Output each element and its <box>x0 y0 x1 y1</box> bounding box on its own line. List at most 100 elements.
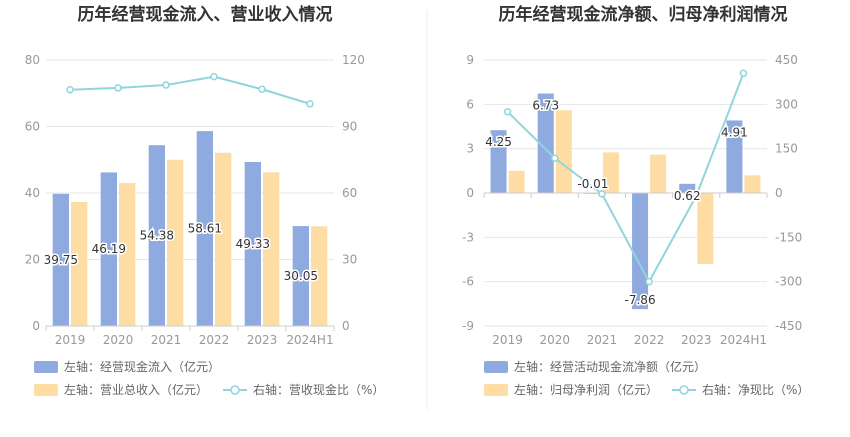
ratio-point <box>306 100 314 108</box>
right-axis-tick: 450 <box>775 53 798 67</box>
right-axis-tick: 150 <box>775 142 798 156</box>
left-axis-tick: 9 <box>466 53 474 67</box>
category-label: 2022 <box>634 333 665 347</box>
category-label: 2024H1 <box>720 333 767 347</box>
data-label: -0.01 <box>577 177 608 191</box>
category-label: 2020 <box>103 333 134 347</box>
bar-primary <box>632 193 649 310</box>
ratio-line <box>69 75 311 105</box>
legend-line-marker <box>679 385 689 395</box>
chart-title: 历年经营现金流净额、归母净利润情况 <box>499 4 788 25</box>
left-axis-tick: 3 <box>466 142 474 156</box>
data-label: 58.61 <box>188 222 222 236</box>
ratio-point <box>258 85 266 94</box>
category-label: 2023 <box>681 333 712 347</box>
data-label: 6.73 <box>532 99 559 113</box>
left-axis-tick: -9 <box>462 319 474 333</box>
bar-secondary <box>697 193 714 264</box>
right-axis-tick: -300 <box>775 275 802 289</box>
data-label: 30.05 <box>284 269 318 283</box>
category-label: 2021 <box>151 333 182 347</box>
right-axis-tick: 300 <box>775 97 798 111</box>
right-axis-tick: 90 <box>342 120 357 134</box>
right-axis-tick: 0 <box>775 186 783 200</box>
right-axis-tick: 120 <box>342 53 365 67</box>
left-axis-tick: 60 <box>25 120 40 134</box>
category-label: 2024H1 <box>286 333 333 347</box>
right-axis-tick: 60 <box>342 186 357 200</box>
bar-primary <box>292 226 309 326</box>
right-axis-tick: 30 <box>342 253 357 267</box>
bar-secondary <box>311 226 328 326</box>
ratio-point <box>210 72 218 81</box>
chart-2: 历年经营现金流净额、归母净利润情况 -9 -6 -3 0 3 6 9 -450 -300 -150 0… <box>462 4 809 397</box>
category-label: 2020 <box>539 333 570 347</box>
category-label: 2021 <box>587 333 618 347</box>
bar-secondary <box>215 152 232 326</box>
left-axis-tick: 0 <box>32 319 40 333</box>
left-axis-tick: -3 <box>462 230 474 244</box>
ratio-point <box>162 81 170 89</box>
bar-primary <box>726 120 743 193</box>
ratio-point <box>66 85 74 94</box>
legend-swatch <box>484 384 508 396</box>
ratio-point <box>645 277 653 286</box>
bar-secondary <box>71 201 88 326</box>
left-axis-tick: 0 <box>466 186 474 200</box>
legend-swatch <box>34 384 58 396</box>
ratio-point <box>551 154 559 162</box>
legend-swatch <box>34 361 58 373</box>
left-axis-tick: 6 <box>466 97 474 111</box>
legend-label: 左轴：经营活动现金流净额（亿元） <box>514 359 706 374</box>
chart-1: 历年经营现金流入、营业收入情况 0 20 40 60 80 0 30 60 90 120 2019 20… <box>25 4 385 397</box>
ratio-point <box>114 84 122 92</box>
bar-primary <box>537 93 554 193</box>
chart-title: 历年经营现金流入、营业收入情况 <box>78 4 333 25</box>
bar-primary <box>679 183 696 193</box>
legend-label: 右轴：净现比（%） <box>702 382 809 397</box>
category-label: 2019 <box>55 333 86 347</box>
legend-label: 左轴：经营现金流入（亿元） <box>64 359 220 374</box>
legend-swatch <box>484 361 508 373</box>
legend-label: 右轴：营收现金比（%） <box>253 382 384 397</box>
bar-secondary <box>167 159 184 326</box>
bar-secondary <box>744 175 761 193</box>
bar-secondary <box>602 152 619 193</box>
bar-secondary <box>650 154 667 193</box>
bar-primary <box>148 145 165 326</box>
data-label: 4.91 <box>721 125 748 139</box>
bar-secondary <box>119 183 136 326</box>
bar-primary <box>196 131 213 326</box>
bar-primary <box>244 161 261 326</box>
right-axis-tick: -450 <box>775 319 802 333</box>
right-axis-tick: 0 <box>342 319 350 333</box>
bar-primary <box>490 130 507 193</box>
bar-primary <box>100 172 117 326</box>
data-label: 46.19 <box>92 242 126 256</box>
legend-label: 左轴：营业总收入（亿元） <box>64 382 208 397</box>
left-axis-tick: 20 <box>25 253 40 267</box>
left-axis-tick: 40 <box>25 186 40 200</box>
data-label: 0.62 <box>674 189 701 203</box>
bar-secondary <box>555 110 572 193</box>
ratio-point <box>503 107 512 116</box>
category-label: 2022 <box>199 333 230 347</box>
bar-primary <box>52 193 69 326</box>
legend-label: 左轴：归母净利润（亿元） <box>514 382 658 397</box>
category-label: 2023 <box>247 333 278 347</box>
data-label: 4.25 <box>485 135 512 149</box>
ratio-line <box>506 72 745 284</box>
data-label: -7.86 <box>625 293 656 307</box>
ratio-point <box>692 192 700 200</box>
category-label: 2019 <box>492 333 523 347</box>
ratio-point <box>739 69 748 78</box>
bar-secondary <box>263 172 280 326</box>
ratio-point <box>598 190 606 198</box>
left-axis-tick: -6 <box>462 275 474 289</box>
bar-secondary <box>508 170 525 193</box>
right-axis-tick: -150 <box>775 230 802 244</box>
data-label: 49.33 <box>236 237 270 251</box>
left-axis-tick: 80 <box>25 53 40 67</box>
